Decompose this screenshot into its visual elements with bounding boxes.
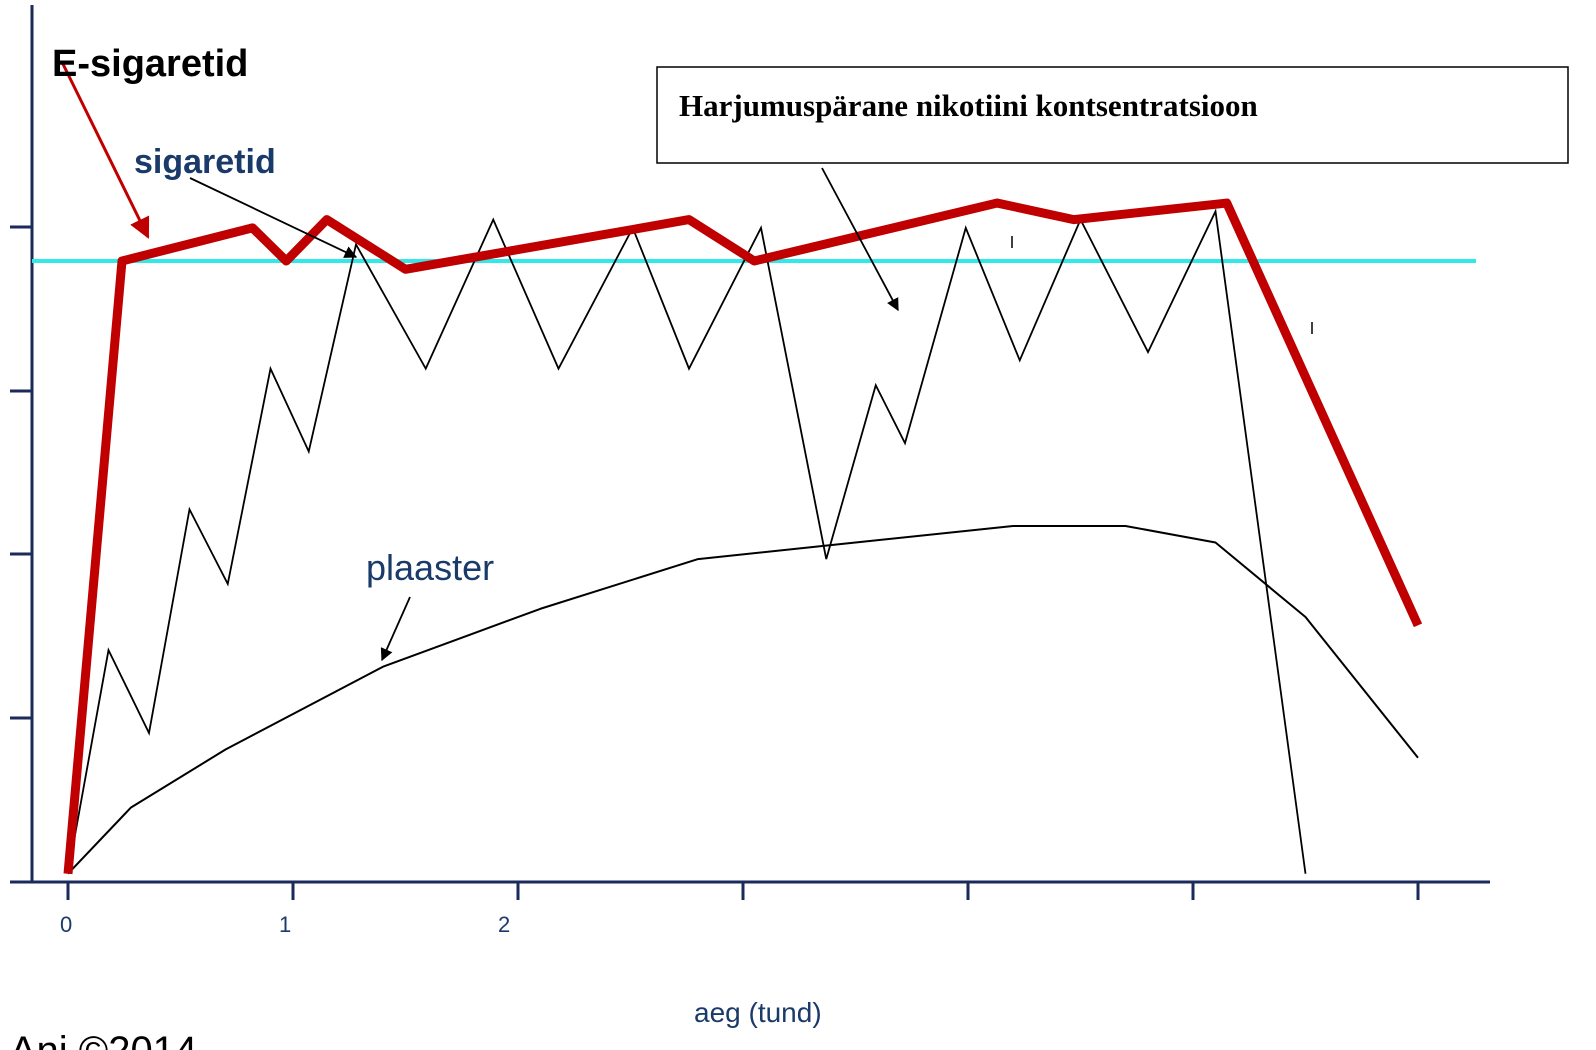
x-tick-label: 1: [279, 912, 291, 937]
y-ticks: [10, 225, 32, 720]
x-tick-label: 0: [60, 912, 72, 937]
x-tick-labels: 0 1 2: [60, 912, 510, 937]
series-line-sigaretid: [67, 208, 1307, 874]
x-ticks: [66, 882, 1420, 900]
cig-label: sigaretid: [134, 143, 276, 181]
x-tick-label: 2: [498, 912, 510, 937]
e-cig-label: E-sigaretid: [52, 43, 248, 85]
x-axis-label: aeg (tund): [694, 997, 822, 1028]
footer-credit: l Ani ©2014: [0, 1029, 197, 1050]
series-line-plaaster: [67, 524, 1419, 875]
series-line-e-sigaretid: [63, 198, 1423, 875]
cig-arrow: [189, 177, 358, 258]
patch-label: plaaster: [366, 547, 494, 588]
e-cig-arrow: [60, 61, 150, 239]
patch-arrow: [380, 596, 411, 662]
threshold-arrow: [821, 167, 899, 312]
threshold-label-box: [656, 66, 1569, 164]
threshold-label: Harjumuspärane nikotiini kontsentratsioo…: [679, 88, 1258, 123]
